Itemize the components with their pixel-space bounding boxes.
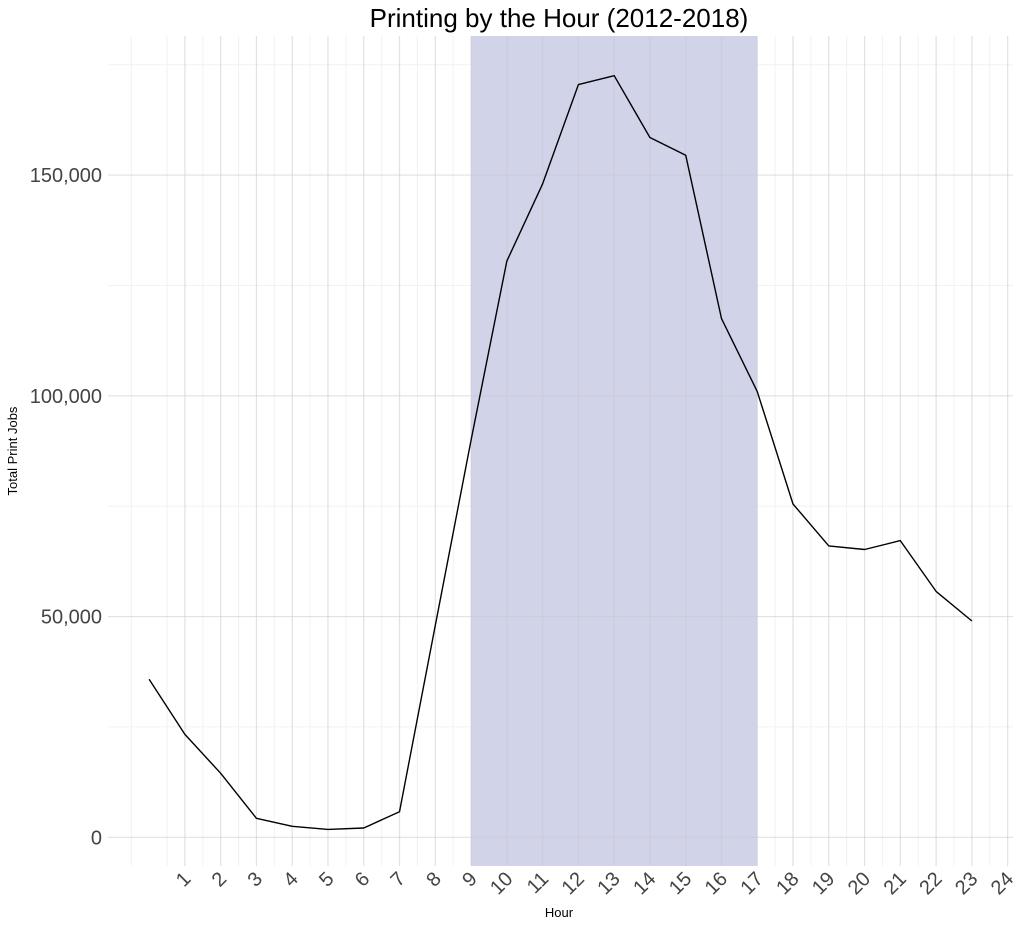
chart-title: Printing by the Hour (2012-2018) <box>370 3 749 33</box>
x-tick-label: 12 <box>558 868 589 899</box>
y-tick-labels: 0 50,000 100,000 150,000 <box>30 165 102 849</box>
x-tick-label: 18 <box>772 868 803 899</box>
x-tick-label: 5 <box>315 868 338 891</box>
x-tick-label: 21 <box>880 868 911 899</box>
y-axis-title: Total Print Jobs <box>5 406 20 495</box>
x-tick-label: 16 <box>701 868 732 899</box>
x-tick-label: 15 <box>665 868 696 899</box>
x-tick-label: 23 <box>951 868 982 899</box>
major-gridlines <box>108 36 1013 866</box>
series-line <box>148 74 973 831</box>
x-tick-label: 7 <box>387 868 410 891</box>
y-tick-label: 150,000 <box>30 165 102 187</box>
x-tick-label: 3 <box>244 868 267 891</box>
y-tick-label: 100,000 <box>30 386 102 408</box>
x-tick-label: 22 <box>915 868 946 899</box>
x-tick-labels: 1 2 3 4 5 6 7 8 9 10 11 12 13 14 15 16 17 18 19 20 21 22 23 24 <box>172 868 1018 899</box>
x-tick-label: 24 <box>987 868 1018 899</box>
series-layer <box>148 74 973 831</box>
x-tick-label: 20 <box>844 868 875 899</box>
x-tick-label: 2 <box>208 868 231 891</box>
x-tick-label: 8 <box>422 868 445 891</box>
x-tick-label: 4 <box>279 868 302 891</box>
x-tick-label: 1 <box>172 868 195 891</box>
x-tick-label: 10 <box>486 868 517 899</box>
x-tick-label: 14 <box>629 868 660 899</box>
x-tick-label: 11 <box>523 868 553 898</box>
x-tick-label: 9 <box>458 868 481 891</box>
x-tick-label: 13 <box>593 868 624 899</box>
x-tick-label: 6 <box>351 868 374 891</box>
y-tick-label: 0 <box>91 827 102 849</box>
x-tick-label: 17 <box>736 868 767 899</box>
x-axis-title: Hour <box>545 905 574 920</box>
y-tick-label: 50,000 <box>41 607 102 629</box>
x-tick-label: 19 <box>808 868 839 899</box>
